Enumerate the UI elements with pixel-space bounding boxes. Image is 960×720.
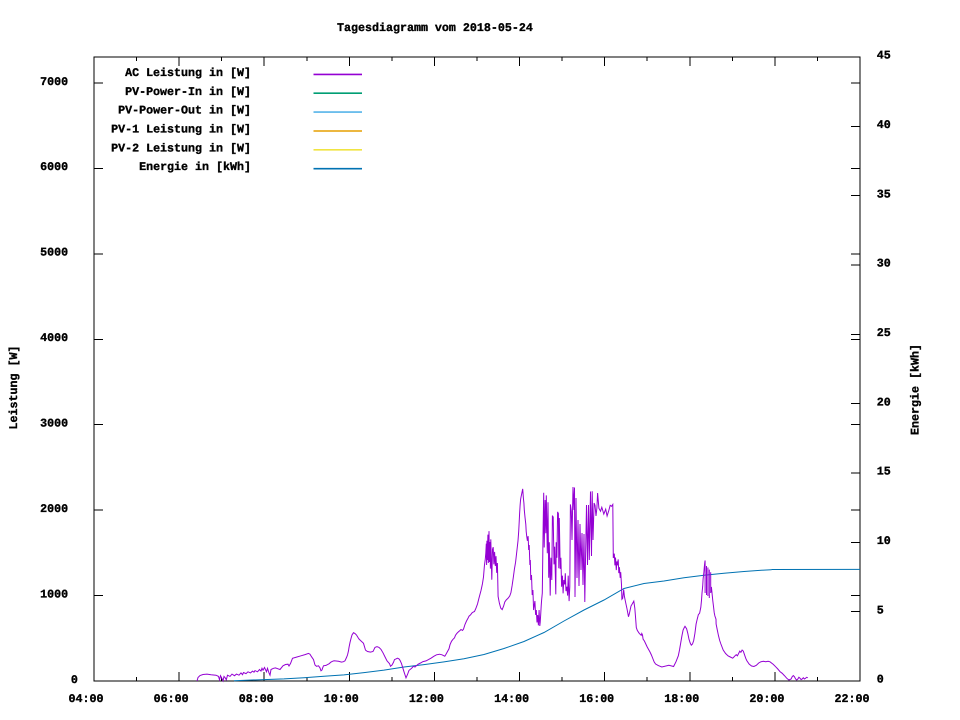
svg-text:16:00: 16:00 xyxy=(579,692,614,706)
svg-text:5: 5 xyxy=(877,603,884,617)
svg-text:08:00: 08:00 xyxy=(239,692,274,706)
svg-text:30: 30 xyxy=(877,257,891,271)
svg-text:06:00: 06:00 xyxy=(154,692,189,706)
svg-text:0: 0 xyxy=(877,673,884,687)
svg-text:18:00: 18:00 xyxy=(664,692,699,706)
svg-text:7000: 7000 xyxy=(40,75,68,89)
svg-text:20: 20 xyxy=(877,395,891,409)
svg-text:15: 15 xyxy=(877,465,891,479)
svg-text:3000: 3000 xyxy=(40,417,68,431)
svg-text:10: 10 xyxy=(877,534,891,548)
svg-text:Energie [kWh]: Energie [kWh] xyxy=(909,344,923,435)
svg-text:45: 45 xyxy=(877,49,891,63)
svg-text:2000: 2000 xyxy=(40,502,68,516)
svg-text:PV-Power-In in [W]: PV-Power-In in [W] xyxy=(125,85,251,99)
svg-text:20:00: 20:00 xyxy=(749,692,784,706)
svg-text:0: 0 xyxy=(71,673,78,687)
svg-text:12:00: 12:00 xyxy=(409,692,444,706)
svg-text:10:00: 10:00 xyxy=(324,692,359,706)
svg-text:04:00: 04:00 xyxy=(69,692,104,706)
svg-text:5000: 5000 xyxy=(40,246,68,260)
svg-text:25: 25 xyxy=(877,326,891,340)
svg-text:40: 40 xyxy=(877,118,891,132)
svg-text:1000: 1000 xyxy=(40,587,68,601)
svg-text:Leistung [W]: Leistung [W] xyxy=(7,346,21,430)
svg-text:14:00: 14:00 xyxy=(494,692,529,706)
svg-text:Tagesdiagramm vom 2018-05-24: Tagesdiagramm vom 2018-05-24 xyxy=(337,21,533,35)
svg-text:4000: 4000 xyxy=(40,331,68,345)
svg-text:Energie in [kWh]: Energie in [kWh] xyxy=(139,160,251,174)
svg-text:6000: 6000 xyxy=(40,160,68,174)
svg-text:PV-Power-Out in [W]: PV-Power-Out in [W] xyxy=(118,104,251,118)
svg-text:22:00: 22:00 xyxy=(835,692,870,706)
svg-text:AC Leistung in [W]: AC Leistung in [W] xyxy=(125,66,251,80)
svg-text:PV-2 Leistung in [W]: PV-2 Leistung in [W] xyxy=(111,141,251,155)
svg-text:35: 35 xyxy=(877,187,891,201)
svg-text:PV-1 Leistung in [W]: PV-1 Leistung in [W] xyxy=(111,123,251,137)
